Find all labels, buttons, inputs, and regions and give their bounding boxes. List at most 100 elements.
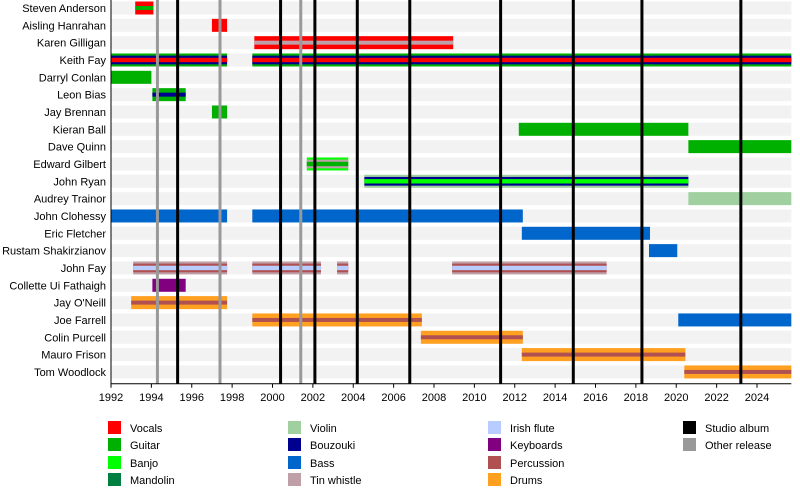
bar-percussion (131, 300, 228, 305)
member-name: Edward Gilbert (33, 159, 106, 171)
x-tick-label: 2000 (260, 392, 284, 404)
legend-label: Tin whistle (310, 475, 362, 487)
legend-swatch (683, 438, 696, 451)
member-name: Steven Anderson (22, 3, 106, 15)
member-name: Keith Fay (60, 55, 107, 67)
member-name: Dave Quinn (48, 142, 106, 154)
row-background (111, 348, 792, 362)
bar-bouzouki (152, 92, 186, 97)
bar-banjo (364, 179, 689, 184)
x-tick-label: 2018 (624, 392, 648, 404)
legend-label: Bass (310, 458, 335, 470)
member-name: Collette Ui Fathaigh (9, 280, 106, 292)
x-tick-label: 1998 (220, 392, 244, 404)
legend-label: Drums (510, 475, 543, 487)
row-background (111, 122, 792, 136)
bar-irish-flute (337, 265, 349, 271)
x-tick-label: 2014 (543, 392, 567, 404)
bar-percussion (420, 335, 523, 340)
bar-guitar (306, 161, 349, 167)
legend-label: Other release (705, 440, 772, 452)
legend: Vocals Guitar Banjo Mandolin Violin Bouzouki B… (108, 421, 772, 487)
legend-label: Bouzouki (310, 440, 355, 452)
member-bars (111, 1, 792, 379)
x-tick-label: 2004 (341, 392, 365, 404)
member-name: John Ryan (53, 176, 106, 188)
legend-swatch (488, 473, 501, 486)
x-axis: 1992 1994 1996 1998 2000 2002 2004 2006 2008 2010… (99, 0, 792, 404)
legend-label: Banjo (130, 458, 158, 470)
bar-irish-flute (452, 265, 607, 271)
bar-irish-flute (252, 265, 321, 271)
legend-label: Percussion (510, 458, 564, 470)
bar-percussion (684, 369, 792, 374)
bar-guitar (518, 122, 689, 136)
legend-swatch (108, 456, 121, 469)
row-background (111, 244, 792, 258)
row-background (111, 88, 792, 102)
member-name: John Fay (61, 263, 107, 275)
member-name: Karen Gilligan (37, 38, 106, 50)
bar-bass (678, 313, 792, 327)
legend-swatch (288, 421, 301, 434)
member-name: Joe Farrell (54, 315, 106, 327)
x-tick-label: 2002 (301, 392, 325, 404)
legend-swatch (288, 473, 301, 486)
bar-irish-flute (133, 265, 228, 271)
row-background (111, 157, 792, 171)
bar-bass (111, 209, 228, 223)
x-tick-label: 2012 (503, 392, 527, 404)
legend-swatch (683, 421, 696, 434)
x-tick-label: 2016 (583, 392, 607, 404)
legend-label: Vocals (130, 423, 163, 435)
legend-swatch (488, 438, 501, 451)
member-name: Audrey Trainor (34, 194, 106, 206)
legend-swatch (108, 438, 121, 451)
x-tick-label: 2010 (462, 392, 486, 404)
legend-label: Guitar (130, 440, 160, 452)
x-tick-label: 1994 (139, 392, 163, 404)
row-background (111, 226, 792, 240)
x-tick-label: 1992 (99, 392, 123, 404)
member-name: Jay O'Neill (54, 298, 106, 310)
member-name: Mauro Frison (41, 350, 106, 362)
x-tick-label: 2024 (745, 392, 769, 404)
row-background (111, 70, 792, 84)
member-name: Colin Purcell (44, 332, 106, 344)
member-name: Aisling Hanrahan (22, 20, 106, 32)
member-name: John Clohessy (34, 211, 107, 223)
legend-swatch (488, 456, 501, 469)
x-tick-label: 2006 (381, 392, 405, 404)
x-tick-label: 2022 (704, 392, 728, 404)
legend-label: Mandolin (130, 475, 175, 487)
bar-tin-whistle (254, 40, 454, 45)
legend-swatch (108, 473, 121, 486)
member-name: Jay Brennan (44, 107, 106, 119)
legend-swatch (288, 438, 301, 451)
x-tick-label: 2008 (422, 392, 446, 404)
legend-label: Keyboards (510, 440, 563, 452)
member-name: Kieran Ball (53, 124, 106, 136)
bar-percussion (252, 317, 422, 322)
bar-guitar (111, 70, 152, 84)
bar-guitar (135, 6, 154, 10)
legend-swatch (108, 421, 121, 434)
legend-label: Studio album (705, 423, 769, 435)
member-name: Tom Woodlock (34, 367, 106, 379)
legend-swatch (288, 456, 301, 469)
bar-vocals (252, 57, 792, 63)
bar-percussion (521, 352, 686, 357)
x-tick-label: 1996 (180, 392, 204, 404)
member-name: Leon Bias (57, 90, 106, 102)
member-labels: Steven Anderson Aisling Hanrahan Karen Gil… (2, 3, 106, 379)
row-background (111, 1, 792, 15)
row-background (111, 278, 792, 292)
x-tick-label: 2020 (664, 392, 688, 404)
bar-bass (521, 226, 651, 240)
legend-swatch (488, 421, 501, 434)
legend-label: Irish flute (510, 423, 555, 435)
member-name: Rustam Shakirzianov (2, 246, 106, 258)
member-name: Eric Fletcher (44, 228, 106, 240)
release-lines (155, 0, 743, 384)
